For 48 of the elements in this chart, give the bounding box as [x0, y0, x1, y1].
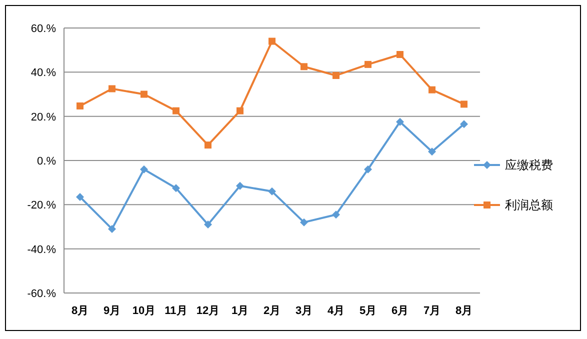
- point: [140, 90, 148, 98]
- point: [204, 142, 212, 149]
- y-tick-label: 20.%: [30, 111, 56, 124]
- point: [204, 220, 212, 229]
- point: [108, 85, 116, 92]
- x-tick-label: 4月: [327, 305, 345, 317]
- point: [396, 51, 404, 58]
- point: [332, 72, 340, 79]
- point: [172, 184, 180, 192]
- y-tick-label: -20.%: [27, 200, 56, 212]
- point: [76, 192, 84, 201]
- y-tick-label: -40.%: [27, 244, 56, 256]
- x-tick-label: 2月: [263, 305, 281, 317]
- x-tick-label: 10月: [132, 305, 156, 317]
- point: [76, 102, 84, 110]
- point: [460, 100, 468, 108]
- y-tick-label: 40.%: [30, 67, 56, 80]
- point: [300, 218, 308, 226]
- point: [108, 224, 116, 233]
- x-tick-label: 3月: [295, 305, 313, 317]
- y-tick-label: 60.%: [30, 23, 56, 35]
- legend-label: 应缴税费: [505, 158, 553, 172]
- x-tick-label: 7月: [423, 305, 441, 317]
- x-tick-label: 5月: [359, 305, 377, 317]
- point: [332, 210, 340, 219]
- point: [268, 187, 276, 196]
- point: [428, 148, 436, 156]
- point: [140, 165, 148, 174]
- x-tick-label: 1月: [231, 305, 249, 317]
- point: [172, 107, 180, 114]
- y-tick-label: -60.%: [27, 288, 56, 300]
- point: [396, 118, 404, 126]
- x-tick-label: 9月: [103, 305, 121, 317]
- legend-label: 利润总额: [505, 198, 553, 212]
- y-tick-label: 0.%: [37, 156, 56, 168]
- point: [236, 182, 244, 190]
- point: [364, 165, 372, 174]
- point: [236, 107, 244, 114]
- x-tick-label: 11月: [164, 305, 188, 317]
- point: [428, 86, 436, 94]
- point: [460, 120, 468, 128]
- x-tick-label: 12月: [196, 305, 220, 317]
- x-tick-label: 8月: [455, 305, 473, 317]
- x-tick-label: 8月: [71, 305, 89, 317]
- point: [268, 38, 276, 45]
- point: [364, 60, 372, 68]
- x-tick-label: 6月: [391, 305, 409, 317]
- point: [300, 63, 308, 70]
